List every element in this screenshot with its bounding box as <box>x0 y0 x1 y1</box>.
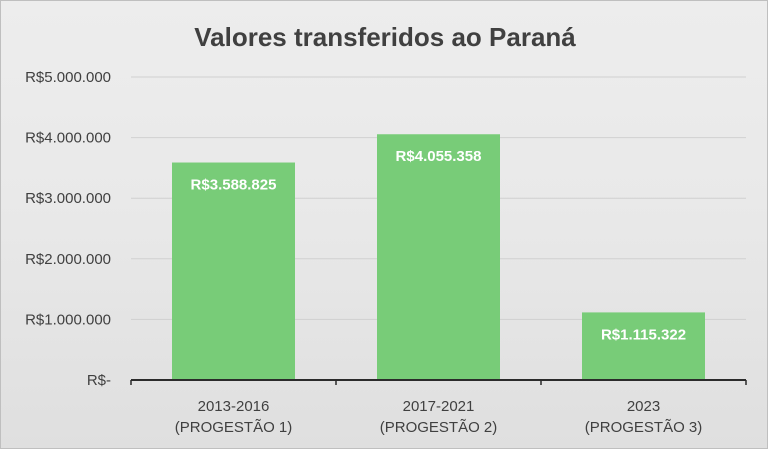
x-tick-label: 2013-2016 <box>198 398 270 415</box>
x-axis-ticks: 2013-2016 (PROGESTÃO 1) 2017-2021 (PROGESTÃ… <box>175 398 703 436</box>
bars <box>172 134 705 380</box>
bar <box>377 134 500 380</box>
y-axis-ticks: R$- R$1.000.000 R$2.000.000 R$3.000.000 R$4.… <box>25 69 111 389</box>
x-tick-label: (PROGESTÃO 1) <box>175 419 293 436</box>
y-tick-label: R$4.000.000 <box>25 130 111 147</box>
x-tick-label: (PROGESTÃO 3) <box>585 419 703 436</box>
bar <box>582 312 705 380</box>
x-tick-label: (PROGESTÃO 2) <box>380 419 498 436</box>
y-tick-label: R$1.000.000 <box>25 311 111 328</box>
bar <box>172 162 295 380</box>
x-tick-label: 2017-2021 <box>403 398 475 415</box>
data-label: R$1.115.322 <box>601 326 686 343</box>
data-label: R$3.588.825 <box>191 177 277 194</box>
y-tick-label: R$3.000.000 <box>25 190 111 207</box>
chart-title: Valores transferidos ao Paraná <box>194 22 576 52</box>
data-label: R$4.055.358 <box>396 148 482 165</box>
x-axis <box>130 379 747 385</box>
y-tick-label: R$2.000.000 <box>25 251 111 268</box>
x-tick-label: 2023 <box>627 398 660 415</box>
y-tick-label: R$5.000.000 <box>25 69 111 86</box>
data-labels: R$3.588.825 R$4.055.358 R$1.115.322 <box>191 148 686 343</box>
y-tick-label: R$- <box>87 372 111 389</box>
